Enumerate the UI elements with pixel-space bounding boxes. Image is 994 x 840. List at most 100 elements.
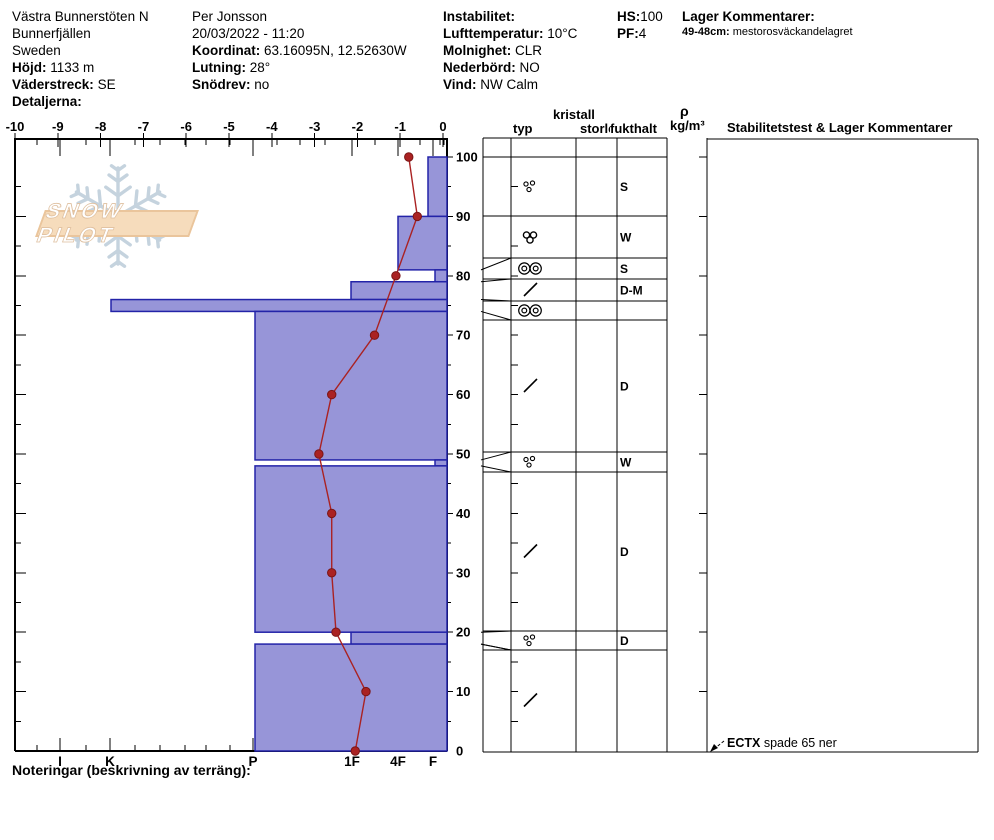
temp-axis-label: -9 [52, 119, 64, 134]
stability-test-detail: spade 65 ner [763, 736, 837, 750]
temperature-point [327, 389, 337, 400]
grain-slash [523, 692, 538, 708]
moisture-value: S [620, 180, 628, 194]
hardness-axis-label: P [248, 754, 257, 769]
grain-symbol-cluster [522, 231, 538, 244]
column-header-density-symbol: ρ [680, 103, 689, 119]
row-leader-line [480, 465, 512, 473]
snowflake-branch [116, 173, 129, 184]
moisture-value: D-M [620, 284, 643, 298]
temp-axis-label: -5 [223, 119, 235, 134]
grain-circle [521, 307, 528, 314]
snowflake-branch [109, 164, 120, 173]
grain-circle [522, 231, 531, 239]
moisture-value: W [620, 231, 632, 245]
depth-axis-label: 90 [456, 209, 470, 224]
drifting-snow-field: Snödrev: no [192, 77, 270, 92]
temp-axis-label: -6 [180, 119, 192, 134]
ectx-arrow-head [710, 744, 718, 752]
grain-slash [523, 543, 538, 559]
temperature-point [391, 271, 401, 281]
wind-field: Vind: NW Calm [443, 77, 539, 92]
snowflake-branch [133, 189, 139, 208]
pit-factor-field: PF:4 [617, 26, 647, 41]
temp-axis-label: 0 [439, 119, 446, 134]
elevation-field: Höjd: 1133 m [12, 60, 95, 75]
grain-circle [532, 307, 539, 314]
grain-slash [523, 282, 538, 297]
column-header-fukthalt: fukthalt [610, 121, 657, 136]
snowflake-branch [104, 234, 120, 247]
grain-circle [529, 262, 542, 275]
column-header-density-units: kg/m³ [670, 118, 705, 133]
grain-circle [526, 236, 534, 244]
temperature-point [350, 746, 360, 756]
depth-axis-label: 40 [456, 506, 470, 521]
grain-circle [521, 265, 528, 272]
location-name: Västra Bunnerstöten N [12, 9, 149, 24]
row-leader-line [480, 643, 512, 651]
moisture-value: D [620, 545, 629, 559]
row-leader-line [480, 278, 512, 283]
temp-axis-label: -7 [138, 119, 150, 134]
temperature-point [327, 568, 337, 578]
grain-symbol-crust [518, 262, 542, 275]
slope-angle-field: Lutning: 28° [192, 60, 271, 75]
snowflake-branch [116, 259, 127, 268]
temp-axis-label: -4 [266, 119, 278, 134]
temperature-point [412, 211, 423, 222]
snowflake-branch [104, 185, 120, 198]
depth-axis-label: 80 [456, 268, 470, 283]
coordinates-field: Koordinat: 63.16095N, 12.52630W [192, 43, 407, 58]
depth-axis-label: 10 [456, 684, 470, 699]
grain-circle [523, 456, 529, 463]
depth-axis-label: 20 [456, 625, 470, 640]
grain-circle [529, 180, 536, 186]
temp-axis-label: -10 [6, 119, 25, 134]
column-header-kristall: kristall [553, 107, 595, 122]
stability-test-name: ECTX [727, 736, 761, 750]
grain-circle [526, 186, 532, 193]
observer-name: Per Jonsson [192, 9, 268, 24]
grain-circle [529, 231, 538, 239]
depth-axis-label: 70 [456, 328, 470, 343]
temp-axis-label: -8 [95, 119, 107, 134]
temp-axis-label: -1 [394, 119, 406, 134]
aspect-field: Väderstreck: SE [12, 77, 116, 92]
temperature-point [331, 627, 341, 637]
snowflake-branch [107, 173, 120, 184]
temp-axis-label: -2 [352, 119, 364, 134]
column-header-stability: Stabilitetstest & Lager Kommentarer [727, 120, 953, 135]
snowflake-branch [76, 237, 81, 249]
snowflake-branch [146, 197, 160, 205]
grain-symbol-crust [518, 304, 542, 317]
snow-layer-bar [350, 280, 448, 301]
row-leader-line [480, 451, 512, 461]
row-leader-line [480, 310, 512, 321]
snow-layer-bar [350, 631, 448, 645]
row-leader-line [480, 299, 512, 302]
grain-circle [532, 265, 539, 272]
location-country: Sweden [12, 43, 61, 58]
column-header-typ: typ [513, 121, 533, 136]
grain-circle [529, 455, 536, 462]
grain-circle [523, 181, 529, 187]
temperature-point [404, 152, 414, 162]
sky-cover-field: Molnighet: CLR [443, 43, 543, 58]
snow-layer-bar [434, 269, 448, 283]
row-leader-line [480, 630, 512, 633]
depth-axis-label: 100 [456, 150, 478, 165]
snow-layer-bar [397, 215, 448, 271]
hardness-axis-label: K [105, 754, 115, 769]
snowflake-branch [97, 189, 103, 208]
grain-circle [529, 304, 542, 317]
instability-field: Instabilitet: [443, 9, 516, 24]
depth-axis-label: 50 [456, 447, 470, 462]
moisture-value: W [620, 456, 632, 470]
grain-circle [518, 304, 531, 317]
snow-layer-bar [434, 459, 448, 467]
grain-circle [526, 640, 532, 647]
snowflake-branch [85, 186, 90, 201]
